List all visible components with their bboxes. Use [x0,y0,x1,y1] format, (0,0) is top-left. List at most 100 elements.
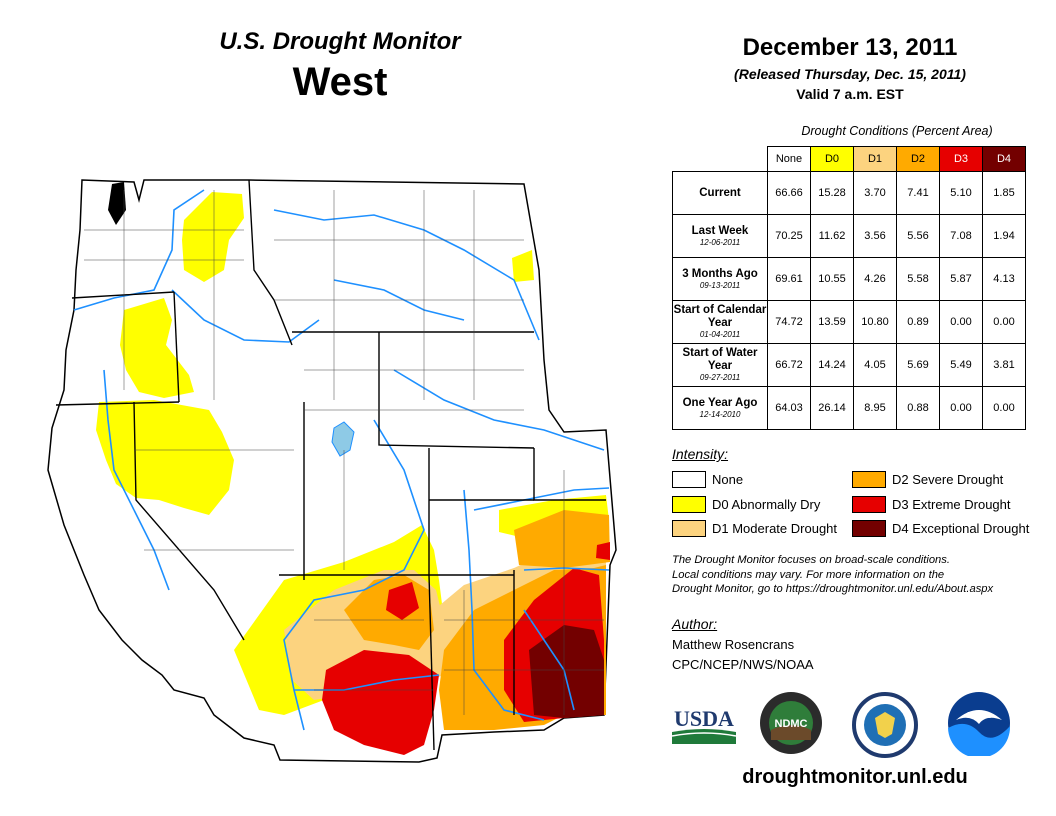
date-block: December 13, 2011 (Released Thursday, De… [680,34,1020,102]
az-nm-border [428,574,435,751]
cell-none: 66.72 [767,343,811,387]
legend-item-d3: D3 Extreme Drought [852,496,1011,513]
noaa-logo: NOAA [948,692,1011,756]
cell-d4: 3.81 [982,343,1026,387]
table-row: Start of Water Year 09-27-2011 66.72 14.24 4… [672,343,1026,387]
author-title: Author: [672,616,718,632]
table-row: Start of Calendar Year 01-04-2011 74.72 13.… [672,300,1026,344]
wa-or-border [71,291,175,299]
legend-item-d0: D0 Abnormally Dry [672,496,820,513]
legend-item-none: None [672,471,743,488]
legend-item-d4: D4 Exceptional Drought [852,520,1029,537]
arkansas-river [473,487,610,511]
ca-nv-border [133,401,245,641]
cell-d1: 3.56 [853,214,897,258]
row-sublabel-date: 09-27-2011 [699,373,741,382]
id-west-border [173,291,180,403]
county-grid-north [84,229,524,411]
legend-label-none: None [712,472,744,487]
d0-dakota-edge-area [512,250,534,282]
snake-river [171,289,320,343]
product-title: U.S. Drought Monitor [219,28,461,55]
noaa-logo-bird [956,710,1002,724]
legend-item-d2: D2 Severe Drought [852,471,1003,488]
row-label-text: Last Week [691,224,749,237]
row-sublabel-date: 12-06-2011 [699,237,741,247]
table-row: Last Week 12-06-2011 70.25 11.62 3.56 5.56 7.0… [672,214,1026,258]
map-date: December 13, 2011 [742,34,958,61]
great-salt-lake [331,421,355,457]
usda-logo: USDA [671,706,737,744]
noaa-logo-text: NOAA [967,711,991,720]
legend-swatch-d0 [672,496,706,513]
rio-grande [463,489,545,721]
row-label-text: Start of Water Year [682,347,758,372]
header-corner [673,147,768,172]
legend-label-d3: D3 Extreme Drought [892,497,1011,512]
valid-time: Valid 7 a.m. EST [796,86,904,102]
usda-logo-stripe [671,732,737,737]
row-label: Start of Water Year 09-27-2011 [672,343,768,387]
d3-kansas-area [596,542,610,560]
cell-d1: 10.80 [853,300,897,344]
cell-d2: 5.56 [896,214,940,258]
cell-d3: 7.08 [939,214,983,258]
col-header-d4: D4 [982,146,1026,172]
cell-d2: 0.88 [896,386,940,430]
row-label: Current [672,171,768,215]
notes-line-1: The Drought Monitor focuses on broad-sca… [672,554,950,566]
row-label-text: Start of Calendar Year [673,304,767,329]
col-header-d0: D0 [810,146,854,172]
puget-sound [108,182,126,225]
row-label: Last Week 12-06-2011 [672,214,768,258]
county-grid-south [134,449,604,691]
author-org: CPC/NCEP/NWS/NOAA [672,657,814,672]
conditions-table: None D0 D1 D2 D3 D4 Current 66.66 15.28 3.7… [672,146,1026,430]
table-header-row: None D0 D1 D2 D3 D4 [673,146,1026,172]
notes: The Drought Monitor focuses on broad-sca… [672,553,1047,597]
table-body: Current 66.66 15.28 3.70 7.41 5.10 1.85 Last We… [672,171,1026,430]
ndmc-logo-land [771,725,811,740]
id-mt-border [248,179,293,346]
legend-item-d1: D1 Moderate Drought [672,520,837,537]
d3-north-arizona-area [386,582,419,620]
table-row: Current 66.66 15.28 3.70 7.41 5.10 1.85 [672,171,1026,215]
cell-none: 69.61 [767,257,811,301]
cell-d2: 7.41 [896,171,940,215]
legend-label-d4: D4 Exceptional Drought [892,521,1030,536]
row-label-text: 3 Months Ago [682,267,758,280]
row-sublabel-date: 09-13-2011 [699,280,741,290]
d0-north-idaho-area [182,192,244,282]
ndmc-logo-text: NDMC [775,718,808,730]
legend-swatch-d1 [672,520,706,537]
columbia-river [73,189,205,311]
col-header-d2: D2 [896,146,940,172]
cell-none: 70.25 [767,214,811,258]
table-row: One Year Ago 12-14-2010 64.03 26.14 8.95 0.88… [672,386,1026,430]
county-lines [84,190,604,715]
usda-logo-text: USDA [674,706,734,731]
or-ca-border [55,401,180,406]
region-title: West [292,60,388,104]
col-header-none: None [767,146,811,172]
legend-swatch-d4 [852,520,886,537]
cell-d4: 0.00 [982,300,1026,344]
release-date: (Released Thursday, Dec. 15, 2011) [734,66,966,82]
cell-d0: 14.24 [810,343,854,387]
cell-d4: 0.00 [982,386,1026,430]
d3-arizona-area [322,650,439,755]
row-label: 3 Months Ago 09-13-2011 [672,257,768,301]
cell-d4: 1.85 [982,171,1026,215]
cell-d3: 0.00 [939,300,983,344]
brazos-river [523,609,575,711]
cell-d3: 5.10 [939,171,983,215]
cell-d0: 15.28 [810,171,854,215]
row-sublabel-date: 12-14-2010 [699,409,741,419]
legend-label-d1: D1 Moderate Drought [712,521,838,536]
d0-idaho-nevada-area [96,400,234,515]
notes-line-3: Drought Monitor, go to https://droughtmo… [672,583,994,595]
sacramento-river [103,369,135,511]
commerce-seal [852,692,918,758]
cell-none: 74.72 [767,300,811,344]
row-label: One Year Ago 12-14-2010 [672,386,768,430]
